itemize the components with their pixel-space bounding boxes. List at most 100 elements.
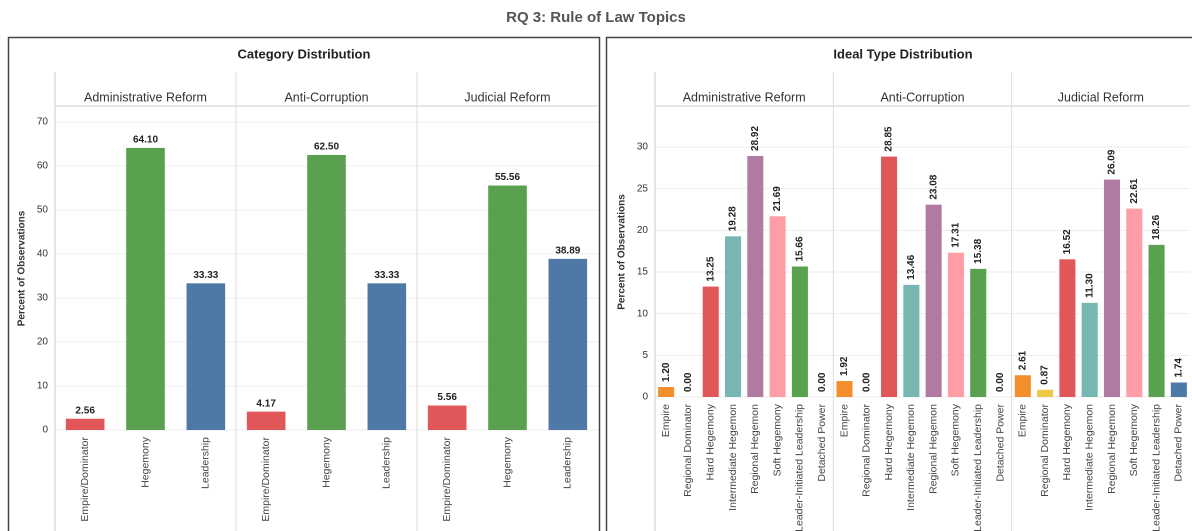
bar — [970, 268, 987, 397]
panel-title: Administrative Reform — [683, 90, 806, 104]
bar — [747, 156, 764, 397]
y-tick-label: 10 — [37, 381, 49, 392]
value-label: 23.08 — [928, 174, 939, 199]
x-tick-label: Empire/Dominator — [79, 437, 91, 522]
bar — [307, 154, 346, 430]
bar — [126, 147, 165, 431]
chart-title: Category Distribution — [238, 46, 371, 61]
value-label: 17.31 — [951, 222, 962, 247]
x-tick-label: Leader-Initiated Leadership — [972, 404, 984, 531]
chart-title: Ideal Type Distribution — [833, 46, 972, 61]
value-label: 18.26 — [1151, 214, 1162, 239]
x-tick-label: Detached Power — [994, 404, 1006, 482]
x-tick-label: Leadership — [200, 437, 212, 489]
value-label: 1.74 — [1173, 358, 1184, 378]
bar — [1014, 375, 1031, 397]
value-label: 16.52 — [1062, 229, 1073, 254]
bar — [769, 216, 786, 397]
bar — [791, 266, 808, 397]
value-label: 13.46 — [906, 254, 917, 279]
x-tick-label: Regional Hegemon — [749, 404, 761, 494]
x-tick-label: Regional Dominator — [682, 404, 694, 497]
x-tick-label: Hard Hegemony — [705, 403, 717, 480]
bar — [1059, 259, 1076, 397]
bar — [724, 236, 742, 397]
y-tick-label: 40 — [37, 249, 49, 260]
value-label: 1.20 — [661, 362, 672, 382]
y-axis-label: Percent of Observations — [617, 194, 628, 310]
value-label: 28.85 — [884, 126, 895, 151]
bar — [488, 185, 527, 430]
value-label: 15.66 — [795, 236, 806, 261]
value-label: 4.17 — [256, 398, 276, 409]
x-tick-label: Soft Hegemony — [771, 403, 783, 476]
x-tick-label: Intermediate Hegemon — [1083, 404, 1095, 511]
panel-title: Anti-Corruption — [880, 90, 964, 104]
panel-title: Administrative Reform — [84, 90, 207, 104]
x-tick-label: Hegemony — [139, 436, 151, 488]
x-tick-label: Regional Hegemon — [1106, 404, 1118, 494]
bar — [1103, 179, 1121, 397]
x-tick-label: Soft Hegemony — [1128, 403, 1140, 476]
x-tick-label: Intermediate Hegemon — [727, 404, 739, 511]
value-label: 33.33 — [193, 270, 218, 281]
x-tick-label: Hegemony — [320, 436, 332, 488]
value-label: 11.30 — [1084, 273, 1095, 298]
value-label: 28.92 — [750, 126, 761, 151]
value-label: 0.00 — [683, 372, 694, 392]
bar — [246, 411, 286, 430]
x-tick-label: Empire/Dominator — [441, 437, 453, 522]
y-tick-label: 20 — [37, 337, 49, 348]
bar — [836, 381, 853, 397]
value-label: 64.10 — [133, 135, 158, 146]
x-tick-label: Empire/Dominator — [260, 437, 272, 522]
bar — [186, 283, 226, 430]
bar — [1081, 302, 1098, 397]
y-tick-label: 50 — [37, 205, 49, 216]
value-label: 0.00 — [861, 372, 872, 392]
value-label: 13.25 — [705, 256, 716, 281]
value-label: 2.56 — [75, 405, 95, 416]
y-axis-label: Percent of Observations — [17, 210, 28, 326]
y-tick-label: 20 — [637, 225, 649, 236]
x-tick-label: Empire — [660, 404, 672, 437]
value-label: 0.87 — [1040, 365, 1051, 385]
y-tick-label: 25 — [637, 183, 649, 194]
bar — [427, 405, 467, 430]
value-label: 62.50 — [314, 142, 339, 153]
y-tick-label: 5 — [642, 350, 648, 361]
bar — [903, 284, 920, 397]
x-tick-label: Detached Power — [1173, 404, 1185, 482]
bar — [1148, 244, 1165, 397]
x-tick-label: Leadership — [381, 437, 393, 489]
chart-frame — [7, 36, 601, 531]
dashboard-title: RQ 3: Rule of Law Topics — [506, 9, 686, 26]
bar — [925, 204, 942, 397]
x-tick-label: Empire — [1017, 404, 1029, 437]
y-tick-label: 30 — [37, 293, 49, 304]
value-label: 55.56 — [495, 172, 520, 183]
value-label: 5.56 — [437, 392, 457, 403]
y-tick-label: 0 — [642, 392, 648, 403]
x-tick-label: Leader-Initiated Leadership — [794, 404, 806, 531]
x-tick-label: Detached Power — [816, 404, 828, 482]
bar — [65, 418, 105, 430]
y-tick-label: 10 — [637, 308, 649, 319]
x-tick-label: Intermediate Hegemon — [905, 404, 917, 511]
value-label: 1.92 — [839, 356, 850, 376]
value-label: 15.38 — [973, 238, 984, 263]
bar — [548, 258, 588, 430]
panel-title: Judicial Reform — [464, 90, 550, 104]
bar — [658, 387, 675, 397]
value-label: 26.09 — [1107, 149, 1118, 174]
value-label: 38.89 — [555, 246, 580, 257]
x-tick-label: Hegemony — [501, 436, 513, 488]
bar — [1126, 208, 1143, 397]
y-tick-label: 0 — [42, 425, 48, 436]
bar — [367, 283, 407, 430]
x-tick-label: Leadership — [562, 437, 574, 489]
y-tick-label: 60 — [37, 161, 49, 172]
bar — [947, 252, 964, 397]
value-label: 33.33 — [374, 270, 399, 281]
